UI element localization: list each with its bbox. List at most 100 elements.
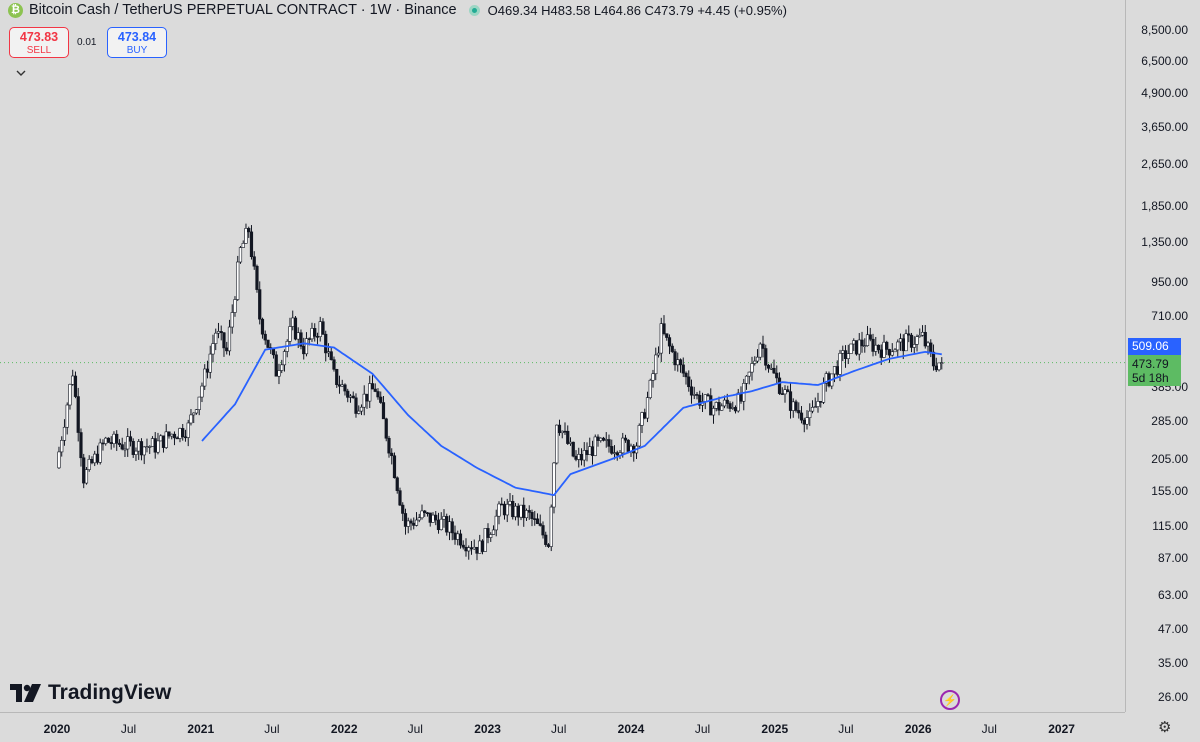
candle-body bbox=[926, 342, 930, 347]
candle-body bbox=[161, 435, 166, 448]
candle-body bbox=[164, 431, 168, 448]
candle-body bbox=[392, 455, 397, 479]
candle-body bbox=[607, 439, 611, 447]
candle-body bbox=[412, 522, 416, 526]
candle-body bbox=[816, 401, 820, 407]
candle-body bbox=[60, 440, 64, 453]
candle-body bbox=[821, 383, 826, 403]
candle-body bbox=[428, 512, 432, 523]
candle-body bbox=[291, 317, 295, 327]
time-tick-label: Jul bbox=[407, 722, 423, 736]
last-price-value: 473.79 bbox=[1132, 357, 1169, 371]
chevron-down-icon[interactable] bbox=[16, 68, 26, 80]
candle-body bbox=[692, 394, 696, 396]
candle-body bbox=[549, 506, 553, 547]
candle-body bbox=[566, 430, 570, 444]
candle-body bbox=[527, 510, 531, 513]
price-tick-label: 1,350.00 bbox=[1141, 234, 1188, 249]
candle-body bbox=[893, 349, 897, 353]
candle-body bbox=[359, 406, 364, 412]
candle-body bbox=[222, 332, 226, 349]
candle-body bbox=[175, 437, 179, 440]
candle-body bbox=[326, 351, 331, 354]
candle-body bbox=[585, 450, 589, 455]
candle-body bbox=[98, 442, 102, 463]
open-value: 469.34 bbox=[497, 2, 538, 18]
candle-body bbox=[802, 419, 806, 425]
candle-body bbox=[354, 397, 358, 414]
candle-body bbox=[687, 376, 691, 388]
moving-average-price-label: 509.06 bbox=[1128, 338, 1181, 355]
candle-body bbox=[216, 331, 221, 334]
candle-body bbox=[467, 547, 471, 552]
sell-button[interactable]: 473.83 SELL bbox=[9, 27, 69, 58]
candle-body bbox=[340, 384, 344, 387]
candle-body bbox=[387, 437, 391, 454]
candle-body bbox=[516, 505, 520, 518]
candle-body bbox=[351, 395, 355, 399]
price-tick-label: 26.00 bbox=[1157, 690, 1188, 704]
candle-body bbox=[348, 395, 353, 398]
candle-body bbox=[904, 333, 908, 352]
candle-body bbox=[101, 442, 105, 445]
candle-body bbox=[500, 503, 504, 506]
candle-body bbox=[417, 517, 421, 521]
candle-body bbox=[882, 341, 886, 358]
candle-body bbox=[84, 469, 89, 484]
candle-body bbox=[568, 441, 573, 444]
candle-body bbox=[431, 514, 435, 523]
price-tick-label: 285.00 bbox=[1151, 414, 1188, 429]
price-tick-label: 8,500.00 bbox=[1141, 23, 1188, 37]
candle-body bbox=[843, 350, 848, 359]
candle-body bbox=[841, 350, 845, 354]
candle-body bbox=[786, 389, 790, 392]
candle-body bbox=[736, 392, 740, 412]
candle-body bbox=[486, 528, 490, 538]
candle-body bbox=[159, 435, 163, 442]
candle-body bbox=[362, 393, 366, 408]
time-axis[interactable]: 2020 Jul 2021 Jul 2022 Jul 2023 Jul 2024 Jul 2025 J… bbox=[0, 712, 1125, 742]
candle-body bbox=[656, 352, 661, 356]
price-tick-label: 6,500.00 bbox=[1141, 53, 1188, 68]
candle-body bbox=[497, 503, 501, 517]
candle-body bbox=[247, 228, 251, 233]
candle-body bbox=[117, 442, 122, 445]
candle-body bbox=[472, 546, 476, 550]
time-tick-label: 2027 bbox=[1048, 722, 1075, 736]
candle-body bbox=[673, 351, 677, 366]
candle-body bbox=[321, 321, 325, 335]
candle-body bbox=[137, 441, 141, 452]
candle-body bbox=[590, 446, 595, 456]
time-tick-label: Jul bbox=[120, 722, 137, 736]
candle-body bbox=[447, 521, 452, 533]
time-tick-label: 2025 bbox=[761, 722, 789, 736]
candle-body bbox=[604, 439, 608, 441]
candle-body bbox=[533, 518, 537, 520]
candlestick-chart[interactable] bbox=[0, 0, 1125, 712]
symbol-title[interactable]: Bitcoin Cash / TetherUS PERPETUAL CONTRA… bbox=[29, 2, 457, 18]
candle-body bbox=[544, 534, 548, 545]
candle-body bbox=[670, 345, 674, 352]
candle-body bbox=[346, 390, 350, 398]
candle-body bbox=[200, 385, 204, 398]
candle-body bbox=[665, 333, 669, 338]
flash-icon[interactable]: ⚡ bbox=[940, 690, 960, 710]
candle-body bbox=[755, 356, 760, 362]
candle-body bbox=[593, 436, 597, 456]
change-value: +4.45 (+0.95%) bbox=[697, 2, 787, 18]
buy-button[interactable]: 473.84 BUY bbox=[107, 27, 167, 58]
gear-icon[interactable]: ⚙ bbox=[1158, 719, 1172, 736]
candle-body bbox=[434, 514, 438, 521]
price-tick-label: 3,650.00 bbox=[1141, 120, 1188, 135]
candle-body bbox=[769, 367, 773, 370]
candle-body bbox=[799, 412, 804, 421]
candle-body bbox=[728, 403, 732, 409]
candle-body bbox=[744, 375, 749, 384]
candle-body bbox=[494, 515, 498, 531]
candle-body bbox=[560, 430, 564, 434]
tradingview-logo[interactable]: TradingView bbox=[10, 681, 171, 705]
candle-body bbox=[717, 402, 721, 411]
sell-label: SELL bbox=[26, 45, 52, 56]
price-tick-label: 87.00 bbox=[1157, 550, 1188, 565]
candle-body bbox=[783, 389, 787, 395]
